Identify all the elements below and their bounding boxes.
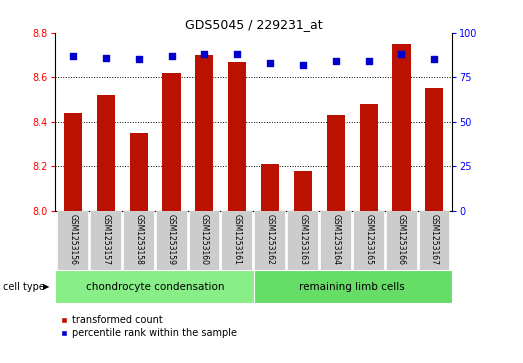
Point: [167, 53, 176, 59]
FancyBboxPatch shape: [90, 211, 121, 270]
Bar: [392, 44, 411, 211]
Bar: [196, 55, 213, 211]
Text: GSM1253156: GSM1253156: [69, 214, 77, 265]
Bar: [261, 164, 279, 211]
FancyBboxPatch shape: [254, 211, 285, 270]
Point: [332, 58, 340, 64]
Text: GSM1253163: GSM1253163: [299, 214, 308, 265]
Text: GSM1253160: GSM1253160: [200, 214, 209, 265]
Point: [233, 51, 242, 57]
Bar: [294, 171, 312, 211]
Bar: [327, 115, 345, 211]
Bar: [163, 73, 180, 211]
FancyBboxPatch shape: [57, 211, 88, 270]
FancyBboxPatch shape: [221, 211, 252, 270]
FancyBboxPatch shape: [385, 211, 417, 270]
Text: remaining limb cells: remaining limb cells: [299, 282, 405, 292]
Point: [101, 55, 110, 61]
Bar: [360, 104, 378, 211]
Bar: [97, 95, 115, 211]
Bar: [130, 133, 147, 211]
Title: GDS5045 / 229231_at: GDS5045 / 229231_at: [185, 19, 323, 32]
Point: [200, 51, 209, 57]
Text: ▶: ▶: [43, 282, 49, 291]
Text: cell type: cell type: [3, 282, 44, 292]
FancyBboxPatch shape: [55, 270, 254, 303]
Text: GSM1253161: GSM1253161: [233, 214, 242, 265]
FancyBboxPatch shape: [254, 270, 452, 303]
Point: [266, 60, 274, 66]
FancyBboxPatch shape: [353, 211, 384, 270]
FancyBboxPatch shape: [123, 211, 154, 270]
Point: [397, 51, 406, 57]
Text: GSM1253157: GSM1253157: [101, 214, 110, 265]
Text: chondrocyte condensation: chondrocyte condensation: [86, 282, 224, 292]
Point: [365, 58, 373, 64]
Bar: [425, 88, 444, 211]
Text: GSM1253166: GSM1253166: [397, 214, 406, 265]
Point: [299, 62, 307, 68]
Point: [430, 56, 438, 62]
Point: [69, 53, 77, 59]
Text: GSM1253159: GSM1253159: [167, 214, 176, 265]
Text: GSM1253162: GSM1253162: [266, 214, 275, 265]
Text: GSM1253167: GSM1253167: [430, 214, 439, 265]
FancyBboxPatch shape: [287, 211, 318, 270]
Text: GSM1253158: GSM1253158: [134, 214, 143, 265]
FancyBboxPatch shape: [156, 211, 187, 270]
Point: [134, 56, 143, 62]
Text: GSM1253165: GSM1253165: [364, 214, 373, 265]
Text: GSM1253164: GSM1253164: [331, 214, 340, 265]
Legend: transformed count, percentile rank within the sample: transformed count, percentile rank withi…: [60, 315, 237, 338]
FancyBboxPatch shape: [418, 211, 449, 270]
Bar: [64, 113, 82, 211]
FancyBboxPatch shape: [320, 211, 351, 270]
Bar: [228, 62, 246, 211]
FancyBboxPatch shape: [189, 211, 220, 270]
